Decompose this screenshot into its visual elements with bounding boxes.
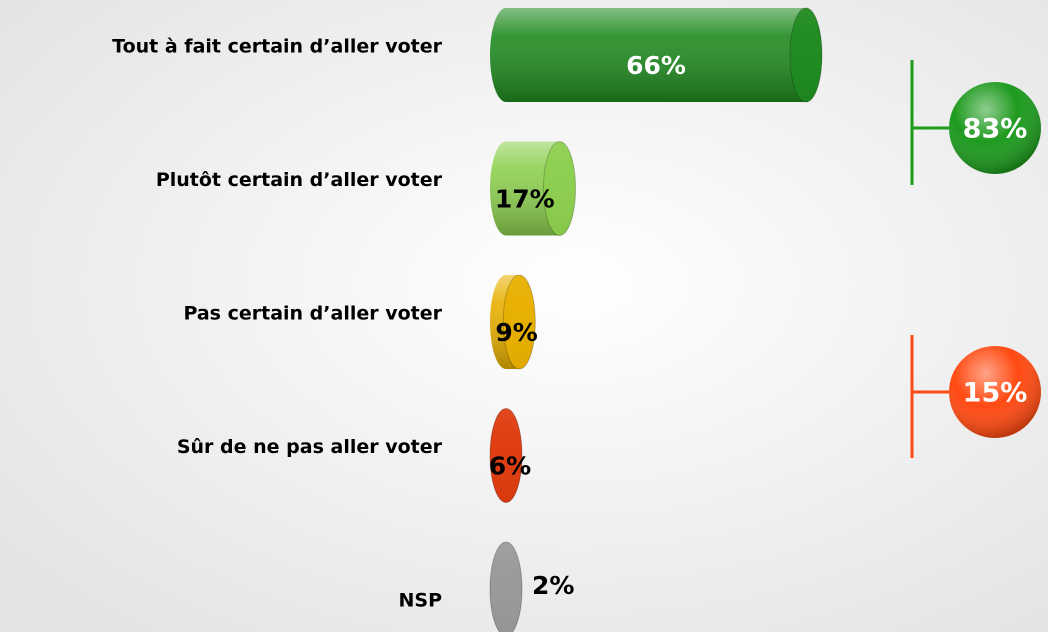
group-badge-shine: [949, 346, 1041, 438]
group-badge-shine: [949, 82, 1041, 174]
value-label: 2%: [532, 571, 574, 600]
value-label: 66%: [626, 51, 686, 80]
category-label: Plutôt certain d’aller voter: [156, 169, 443, 191]
bar-cap: [502, 274, 536, 370]
bar-cap: [489, 541, 523, 632]
value-label: 9%: [495, 318, 537, 347]
bar-cap: [789, 7, 823, 103]
bar-cap: [543, 141, 577, 236]
category-label: NSP: [398, 590, 442, 612]
category-label: Tout à fait certain d’aller voter: [112, 36, 442, 58]
group-label: 15%: [963, 378, 1028, 409]
bar-shade: [490, 8, 822, 102]
category-label: Pas certain d’aller voter: [183, 303, 442, 325]
bar-cap: [489, 408, 523, 503]
value-label: 17%: [495, 185, 555, 214]
category-label: Sûr de ne pas aller voter: [177, 436, 443, 458]
value-label: 6%: [489, 452, 531, 481]
group-label: 83%: [963, 114, 1028, 145]
